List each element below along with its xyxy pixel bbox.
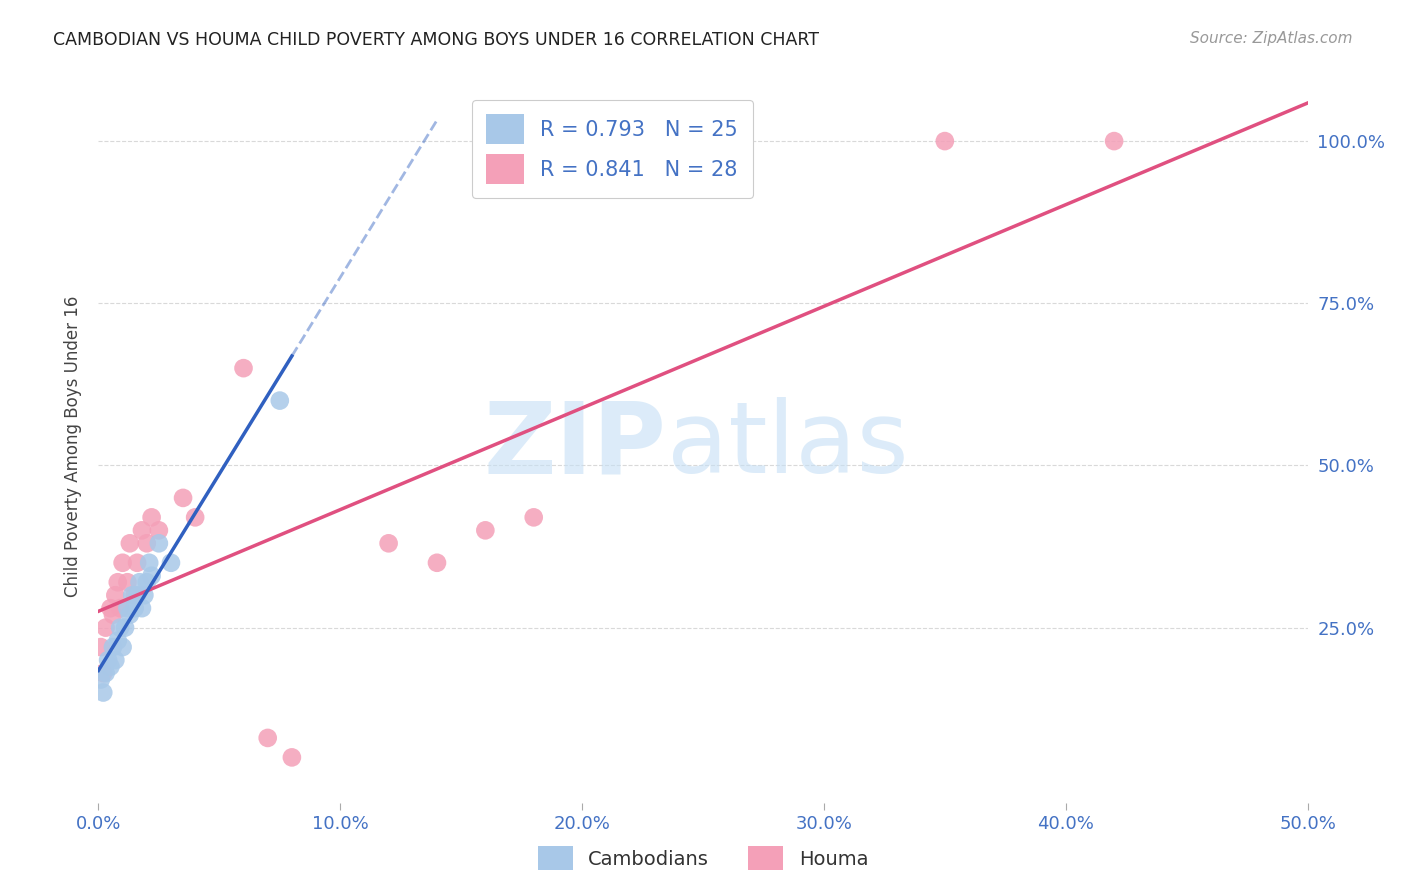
Point <box>104 653 127 667</box>
Point <box>1102 134 1125 148</box>
Point <box>107 633 129 648</box>
Point <box>101 640 124 654</box>
Point <box>131 601 153 615</box>
Text: CAMBODIAN VS HOUMA CHILD POVERTY AMONG BOYS UNDER 16 CORRELATION CHART: CAMBODIAN VS HOUMA CHILD POVERTY AMONG B… <box>53 31 820 49</box>
Point <box>117 575 139 590</box>
Point <box>114 621 136 635</box>
Point <box>124 601 146 615</box>
Point <box>131 524 153 538</box>
Point <box>141 510 163 524</box>
Point <box>90 640 112 654</box>
Point <box>160 556 183 570</box>
Point <box>172 491 194 505</box>
Point <box>128 575 150 590</box>
Point <box>426 556 449 570</box>
Point <box>111 556 134 570</box>
Point <box>108 601 131 615</box>
Point <box>474 524 496 538</box>
Point <box>107 575 129 590</box>
Point <box>90 673 112 687</box>
Point <box>134 588 156 602</box>
Point <box>111 640 134 654</box>
Point <box>100 659 122 673</box>
Point <box>108 621 131 635</box>
Point <box>118 607 141 622</box>
Point <box>97 653 120 667</box>
Point <box>377 536 399 550</box>
Text: ZIP: ZIP <box>484 398 666 494</box>
Legend: Cambodians, Houma: Cambodians, Houma <box>530 838 876 878</box>
Point <box>281 750 304 764</box>
Point <box>127 556 149 570</box>
Point <box>117 601 139 615</box>
Point <box>148 536 170 550</box>
Point <box>100 601 122 615</box>
Point <box>118 536 141 550</box>
Y-axis label: Child Poverty Among Boys Under 16: Child Poverty Among Boys Under 16 <box>63 295 82 597</box>
Point <box>138 556 160 570</box>
Point <box>141 568 163 582</box>
Point <box>269 393 291 408</box>
Point <box>101 607 124 622</box>
Point <box>184 510 207 524</box>
Legend: R = 0.793   N = 25, R = 0.841   N = 28: R = 0.793 N = 25, R = 0.841 N = 28 <box>471 100 752 198</box>
Point <box>94 621 117 635</box>
Point <box>127 588 149 602</box>
Point <box>934 134 956 148</box>
Point <box>91 666 114 681</box>
Point <box>256 731 278 745</box>
Text: Source: ZipAtlas.com: Source: ZipAtlas.com <box>1189 31 1353 46</box>
Point <box>94 666 117 681</box>
Point <box>104 588 127 602</box>
Point <box>91 685 114 699</box>
Text: atlas: atlas <box>666 398 908 494</box>
Point <box>148 524 170 538</box>
Point <box>124 588 146 602</box>
Point <box>523 510 546 524</box>
Point <box>135 536 157 550</box>
Point <box>232 361 254 376</box>
Point <box>135 575 157 590</box>
Point <box>121 588 143 602</box>
